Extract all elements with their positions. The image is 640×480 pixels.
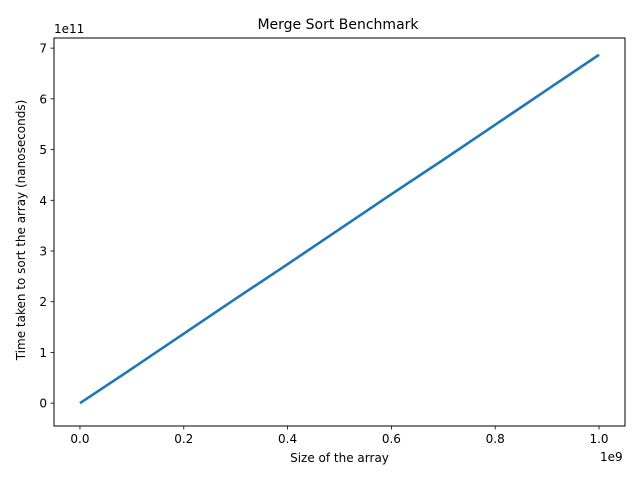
- plot-frame: [53, 37, 626, 427]
- x-offset-label: 1e9: [600, 450, 623, 464]
- x-axis: 0.0 0.2 0.4 0.6 0.8 1.0: [70, 426, 609, 446]
- series-line: [79, 53, 600, 405]
- y-tick-label: 2: [39, 295, 47, 309]
- x-axis-label: Size of the array: [290, 451, 389, 465]
- y-tick-label: 7: [39, 42, 47, 56]
- x-tick-label: 0.0: [70, 432, 89, 446]
- x-tick-label: 0.6: [382, 432, 401, 446]
- y-tick-label: 5: [39, 143, 47, 157]
- y-offset-label: 1e11: [54, 22, 84, 36]
- y-tick-label: 4: [39, 194, 47, 208]
- x-tick-label: 0.2: [174, 432, 193, 446]
- y-tick-label: 3: [39, 245, 47, 259]
- y-tick-label: 0: [39, 397, 47, 411]
- x-tick-label: 1.0: [589, 432, 608, 446]
- y-tick-label: 1: [39, 346, 47, 360]
- x-tick-label: 0.4: [278, 432, 297, 446]
- plot-area: [79, 53, 600, 405]
- y-tick-label: 6: [39, 92, 47, 106]
- y-axis-label: Time taken to sort the array (nanosecond…: [14, 100, 28, 362]
- y-axis: 0 1 2 3 4 5 6 7: [39, 42, 54, 411]
- x-tick-label: 0.8: [486, 432, 505, 446]
- chart-title: Merge Sort Benchmark: [257, 17, 419, 33]
